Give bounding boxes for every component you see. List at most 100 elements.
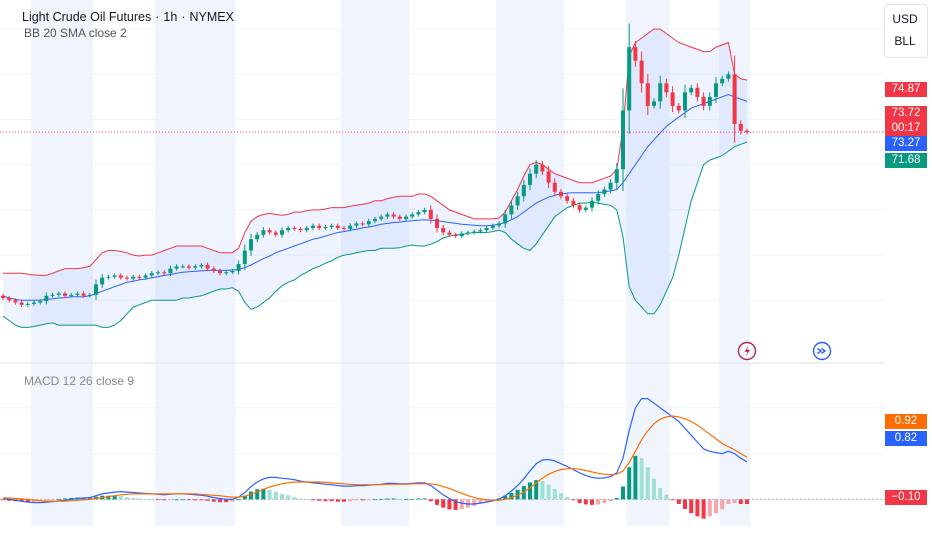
- candle-body: [7, 298, 12, 301]
- candle-body: [261, 230, 266, 235]
- symbol-legend[interactable]: Light Crude Oil Futures · 1h · NYMEX: [22, 10, 234, 24]
- candle: [422, 207, 427, 215]
- candle: [379, 214, 384, 222]
- candle-body: [565, 196, 570, 201]
- candle-body: [379, 216, 384, 219]
- candle-body: [639, 60, 644, 84]
- candle-body: [13, 300, 18, 303]
- histogram-bar: [25, 499, 30, 503]
- histogram-bar: [701, 499, 706, 519]
- candle-body: [342, 227, 346, 229]
- candle: [459, 231, 464, 239]
- histogram-bar: [410, 498, 415, 500]
- histogram-bar: [689, 499, 694, 514]
- candle: [187, 264, 191, 270]
- histogram-bar: [273, 491, 278, 500]
- candle-body: [280, 230, 284, 235]
- candle-body: [447, 232, 452, 235]
- candle: [528, 168, 532, 191]
- candle: [242, 244, 247, 271]
- candle-body: [168, 268, 173, 274]
- candle: [404, 214, 408, 222]
- candle: [273, 230, 278, 237]
- exchange-label: NYMEX: [189, 10, 234, 24]
- histogram-bar: [329, 499, 334, 502]
- histogram-bar: [583, 499, 588, 505]
- candle: [360, 221, 365, 227]
- candle: [416, 209, 421, 217]
- candle-body: [397, 216, 402, 219]
- candle-body: [94, 284, 98, 295]
- jump-to-realtime-icon[interactable]: [812, 341, 832, 361]
- candle-body: [633, 47, 638, 61]
- histogram-bar: [317, 499, 322, 501]
- histogram-bar: [546, 484, 551, 500]
- candle: [205, 262, 210, 272]
- interval-label: 1h: [163, 10, 178, 24]
- candle: [608, 179, 613, 194]
- candle-body: [44, 295, 49, 302]
- histogram-bar: [590, 499, 594, 505]
- candles: [1, 23, 749, 307]
- candle: [100, 273, 105, 289]
- histogram-bar: [596, 499, 601, 505]
- histogram-bar: [745, 499, 749, 504]
- histogram-bar: [385, 498, 390, 500]
- candle: [162, 270, 167, 276]
- candle: [689, 84, 694, 96]
- candle-body: [422, 209, 427, 213]
- macd-legend[interactable]: MACD 12 26 close 9: [24, 374, 135, 388]
- candle-body: [695, 87, 700, 97]
- candle-body: [602, 189, 607, 195]
- candle-body: [143, 275, 148, 278]
- candle-body: [683, 92, 687, 111]
- histogram-bar: [540, 481, 545, 500]
- bb-legend[interactable]: BB 20 SMA close 2: [24, 26, 127, 40]
- candle-body: [32, 302, 36, 304]
- histogram-bar: [311, 499, 315, 501]
- candle: [472, 229, 477, 235]
- histogram-bar: [571, 499, 576, 501]
- candle: [44, 292, 49, 305]
- histogram-bar: [627, 467, 632, 500]
- histogram-bar: [56, 498, 61, 500]
- histogram-bar: [379, 498, 384, 500]
- histogram-bar: [373, 499, 377, 501]
- histogram-bar: [633, 455, 638, 500]
- candle: [143, 273, 148, 280]
- histogram-bar: [342, 499, 346, 502]
- candle: [497, 221, 501, 228]
- candle: [627, 23, 632, 134]
- candle: [515, 191, 520, 210]
- currency-button[interactable]: USD: [886, 6, 924, 30]
- bar-countdown-badge: 00:17: [885, 121, 927, 136]
- candle: [69, 292, 74, 298]
- candle-body: [534, 164, 539, 174]
- candle: [286, 225, 291, 233]
- histogram-bar: [249, 491, 253, 500]
- candle-body: [292, 227, 297, 229]
- candle-body: [311, 225, 315, 228]
- candle: [590, 197, 594, 212]
- histogram-bar: [230, 499, 235, 502]
- unit-button[interactable]: BLL: [886, 28, 924, 52]
- last-price-badge: 73.72: [885, 106, 927, 121]
- candle-body: [118, 275, 123, 278]
- symbol-title: Light Crude Oil Futures: [22, 10, 152, 24]
- histogram-bar: [472, 499, 477, 506]
- lightning-icon[interactable]: [737, 341, 757, 361]
- grid-lines: [0, 28, 885, 500]
- candle: [652, 98, 656, 109]
- histogram-bar: [106, 495, 111, 500]
- candle-body: [69, 294, 74, 296]
- candle-body: [317, 225, 322, 228]
- candle: [211, 266, 216, 274]
- histogram-bar: [559, 493, 563, 500]
- histogram-bar: [714, 499, 718, 514]
- histogram-bar: [676, 499, 681, 504]
- candle-body: [391, 214, 396, 217]
- macd-value-badge: 0.82: [885, 431, 927, 446]
- candle: [25, 301, 30, 307]
- histogram-bar: [695, 499, 700, 517]
